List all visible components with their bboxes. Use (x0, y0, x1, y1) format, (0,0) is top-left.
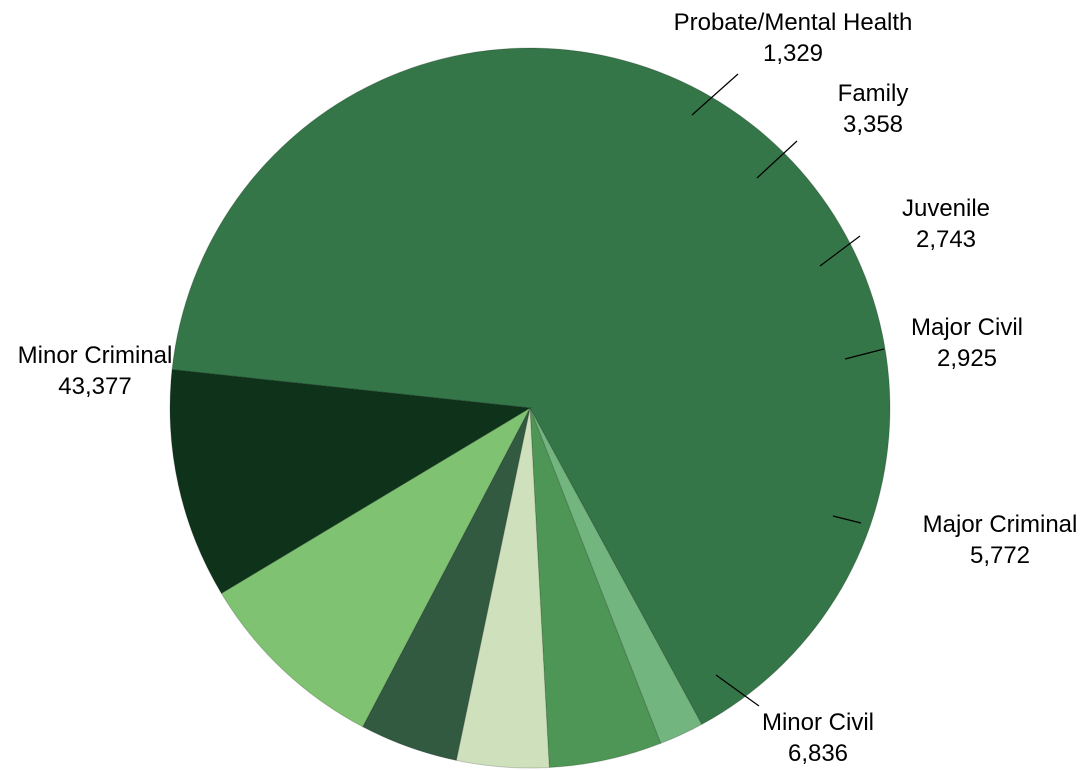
leader-lines (691, 73, 885, 707)
leader-line (756, 140, 798, 179)
pie-slice-family (529, 407, 662, 769)
slice-label: Probate/Mental Health (674, 9, 913, 36)
pie-slice-juvenile (455, 407, 550, 769)
pie-slice-probate-mental-health (529, 407, 703, 745)
slice-value-label: 1,329 (763, 40, 823, 67)
leader-line (819, 235, 861, 267)
slice-value-label: 43,377 (58, 373, 131, 400)
slice-value-label: 3,358 (843, 111, 903, 138)
slice-label: Minor Criminal (18, 342, 173, 369)
pie-slices (169, 47, 891, 769)
slice-label: Juvenile (902, 195, 990, 222)
slice-value-label: 2,743 (916, 226, 976, 253)
pie-slice-major-criminal (220, 406, 532, 728)
pie-slice-major-civil (362, 407, 531, 761)
slice-value-label: 6,836 (788, 740, 848, 767)
leader-line (691, 73, 739, 116)
pie-slice-minor-criminal (171, 47, 891, 726)
pie-slice-minor-civil (169, 369, 532, 595)
slice-label: Major Criminal (923, 511, 1078, 538)
slice-label: Major Civil (911, 314, 1023, 341)
slice-labels: Minor Criminal 43,377 Probate/Mental Healt… (18, 9, 1078, 767)
leader-line (832, 515, 862, 524)
slice-label: Family (838, 80, 909, 107)
slice-value-label: 5,772 (970, 542, 1030, 569)
slice-value-label: 2,925 (937, 345, 997, 372)
leader-line (844, 348, 885, 360)
leader-line (715, 674, 760, 707)
slice-label: Minor Civil (762, 709, 874, 736)
